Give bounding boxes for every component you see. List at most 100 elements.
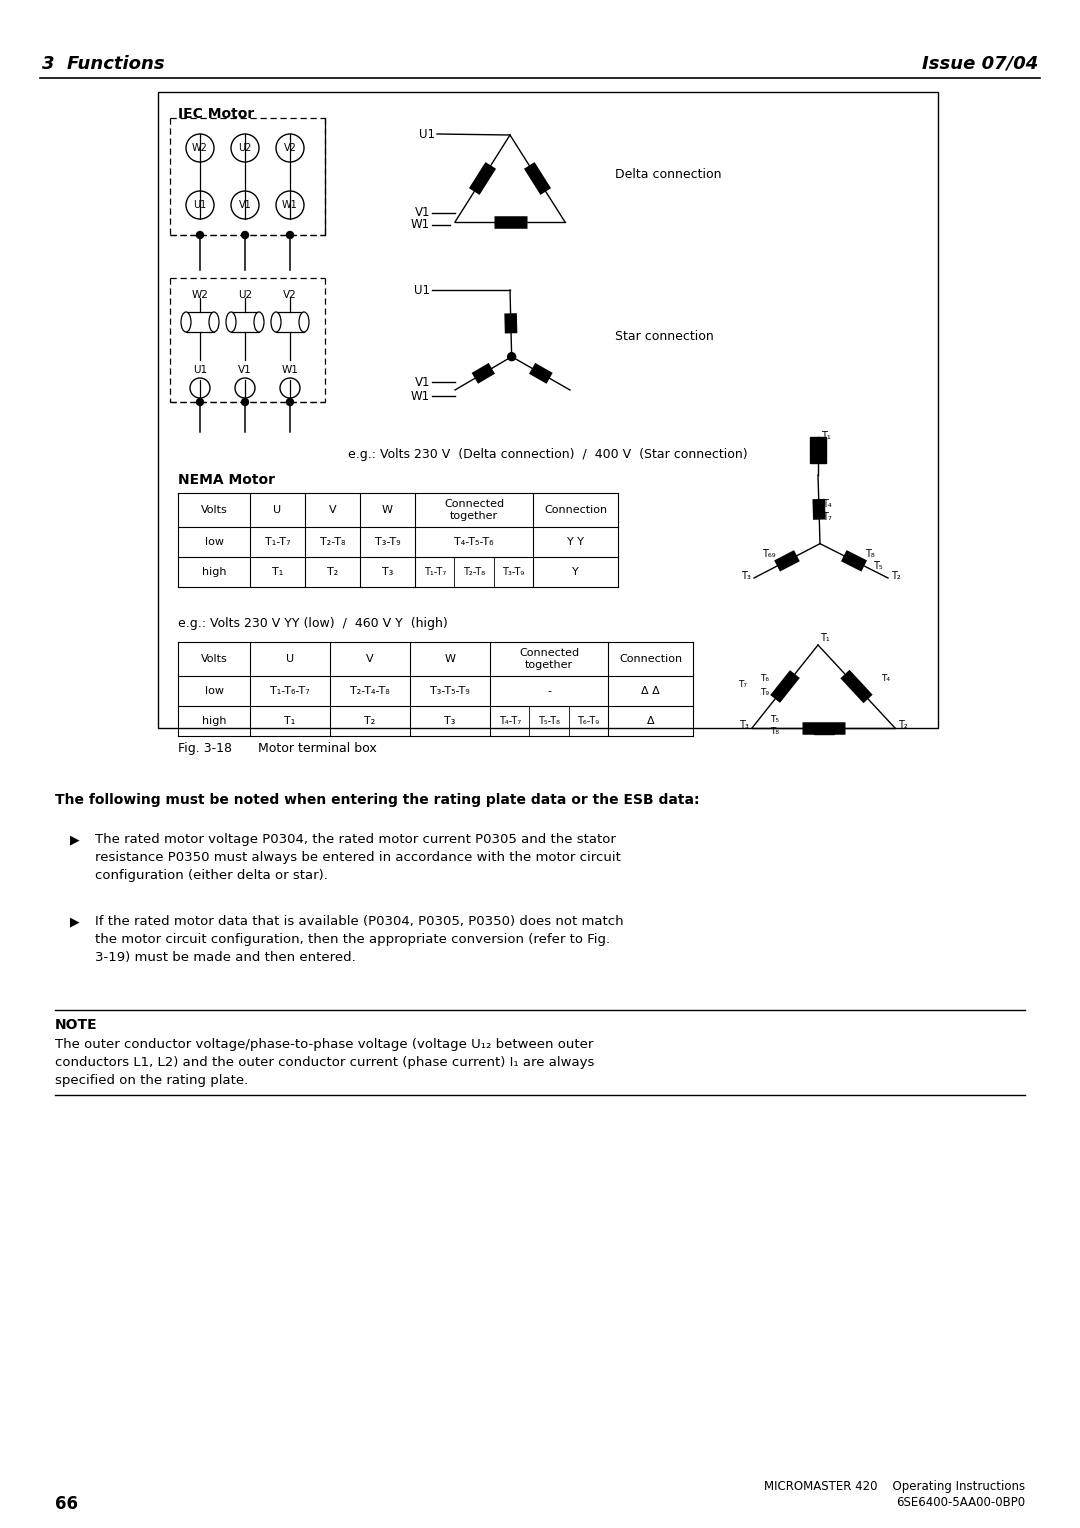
Text: W: W xyxy=(382,504,393,515)
Text: 6SE6400-5AA00-0BP0: 6SE6400-5AA00-0BP0 xyxy=(896,1496,1025,1510)
Text: e.g.: Volts 230 V  (Delta connection)  /  400 V  (Star connection): e.g.: Volts 230 V (Delta connection) / 4… xyxy=(348,448,747,461)
Text: T₂: T₂ xyxy=(327,567,338,578)
Text: T₁-T₆-T₇: T₁-T₆-T₇ xyxy=(270,686,310,695)
Text: The outer conductor voltage/phase-to-phase voltage (voltage U₁₂ between outer
co: The outer conductor voltage/phase-to-pha… xyxy=(55,1038,594,1086)
Circle shape xyxy=(286,399,294,405)
Text: W1: W1 xyxy=(282,200,298,209)
Text: W1: W1 xyxy=(282,365,298,374)
Text: T₆₉: T₆₉ xyxy=(762,549,775,559)
Text: Connection: Connection xyxy=(544,504,607,515)
Ellipse shape xyxy=(299,312,309,332)
Ellipse shape xyxy=(254,312,264,332)
Bar xyxy=(813,724,834,733)
Text: Star connection: Star connection xyxy=(615,330,714,344)
Text: V1: V1 xyxy=(415,206,430,220)
Text: T₃: T₃ xyxy=(739,720,750,730)
Circle shape xyxy=(197,232,203,238)
Text: U1: U1 xyxy=(193,365,207,374)
Text: Volts: Volts xyxy=(201,504,228,515)
Text: V: V xyxy=(366,654,374,665)
Text: U1: U1 xyxy=(419,127,435,141)
Circle shape xyxy=(197,399,203,405)
Text: 3  Functions: 3 Functions xyxy=(42,55,164,73)
Text: T₄-T₇: T₄-T₇ xyxy=(499,717,521,726)
Text: W2: W2 xyxy=(191,290,208,299)
Text: NEMA Motor: NEMA Motor xyxy=(178,474,275,487)
Text: U2: U2 xyxy=(239,144,252,153)
Ellipse shape xyxy=(271,312,281,332)
Text: V2: V2 xyxy=(283,290,297,299)
Text: T₃-T₉: T₃-T₉ xyxy=(375,536,401,547)
Text: T₂: T₂ xyxy=(891,571,901,581)
Text: T₂: T₂ xyxy=(364,717,376,726)
Text: T₁-T₇: T₁-T₇ xyxy=(423,567,446,578)
Text: T₆: T₆ xyxy=(760,674,769,683)
Text: NOTE: NOTE xyxy=(55,1018,97,1031)
Text: T₇: T₇ xyxy=(738,680,747,689)
Text: T₅: T₅ xyxy=(874,561,882,571)
Text: W2: W2 xyxy=(192,144,208,153)
Text: Fig. 3-18: Fig. 3-18 xyxy=(178,743,232,755)
Text: Connection: Connection xyxy=(619,654,683,665)
Text: The rated motor voltage P0304, the rated motor current P0305 and the stator
resi: The rated motor voltage P0304, the rated… xyxy=(95,833,621,882)
Text: T₅: T₅ xyxy=(770,715,779,724)
Text: T₁: T₁ xyxy=(284,717,296,726)
Text: T₈: T₈ xyxy=(770,726,779,735)
Text: The following must be noted when entering the rating plate data or the ESB data:: The following must be noted when enterin… xyxy=(55,793,700,807)
Text: T₃: T₃ xyxy=(444,717,456,726)
Text: T₉: T₉ xyxy=(760,688,769,697)
Text: T₂-T₈: T₂-T₈ xyxy=(320,536,346,547)
Text: Δ: Δ xyxy=(647,717,654,726)
Text: V2: V2 xyxy=(284,144,296,153)
Text: T₆-T₉: T₆-T₉ xyxy=(578,717,599,726)
Text: MICROMASTER 420    Operating Instructions: MICROMASTER 420 Operating Instructions xyxy=(764,1481,1025,1493)
Text: U2: U2 xyxy=(238,290,252,299)
Text: W1: W1 xyxy=(410,390,430,402)
Text: ▶: ▶ xyxy=(70,833,80,847)
Text: W1: W1 xyxy=(410,219,430,232)
Text: Delta connection: Delta connection xyxy=(615,168,721,182)
Text: ▶: ▶ xyxy=(70,915,80,927)
Text: Motor terminal box: Motor terminal box xyxy=(258,743,377,755)
Bar xyxy=(276,312,303,332)
Ellipse shape xyxy=(226,312,237,332)
Text: T₅-T₈: T₅-T₈ xyxy=(538,717,561,726)
Text: If the rated motor data that is available (P0304, P0305, P0350) does not match
t: If the rated motor data that is availabl… xyxy=(95,915,623,964)
Text: U1: U1 xyxy=(414,284,430,296)
Text: Issue 07/04: Issue 07/04 xyxy=(921,55,1038,73)
Text: T₃: T₃ xyxy=(382,567,393,578)
Text: T₃-T₉: T₃-T₉ xyxy=(502,567,525,578)
Text: Δ Δ: Δ Δ xyxy=(642,686,660,695)
Text: V: V xyxy=(328,504,336,515)
Text: Y: Y xyxy=(572,567,579,578)
Text: T₄: T₄ xyxy=(881,674,890,683)
Text: T₁: T₁ xyxy=(820,633,829,643)
Text: IEC Motor: IEC Motor xyxy=(178,107,254,121)
Circle shape xyxy=(508,353,515,361)
Bar xyxy=(186,312,214,332)
Text: Volts: Volts xyxy=(201,654,228,665)
Text: T₇: T₇ xyxy=(822,512,832,523)
Text: Connected
together: Connected together xyxy=(518,648,579,669)
Text: W: W xyxy=(445,654,456,665)
Text: V1: V1 xyxy=(238,365,252,374)
Circle shape xyxy=(242,232,248,238)
Ellipse shape xyxy=(181,312,191,332)
Text: T₂-T₈: T₂-T₈ xyxy=(463,567,485,578)
Bar xyxy=(231,312,259,332)
Text: T₁: T₁ xyxy=(272,567,283,578)
Text: high: high xyxy=(202,717,226,726)
Text: U1: U1 xyxy=(193,200,206,209)
Text: T₁-T₇: T₁-T₇ xyxy=(265,536,291,547)
Text: T₄-T₅-T₆: T₄-T₅-T₆ xyxy=(455,536,494,547)
Bar xyxy=(810,437,826,463)
Text: T₃: T₃ xyxy=(741,571,751,581)
Text: T₈: T₈ xyxy=(865,549,875,559)
Text: V1: V1 xyxy=(239,200,252,209)
Text: T₂-T₄-T₈: T₂-T₄-T₈ xyxy=(350,686,390,695)
Text: V1: V1 xyxy=(415,376,430,388)
Circle shape xyxy=(242,399,248,405)
Text: 66: 66 xyxy=(55,1494,78,1513)
Text: low: low xyxy=(204,686,224,695)
Bar xyxy=(158,92,939,727)
